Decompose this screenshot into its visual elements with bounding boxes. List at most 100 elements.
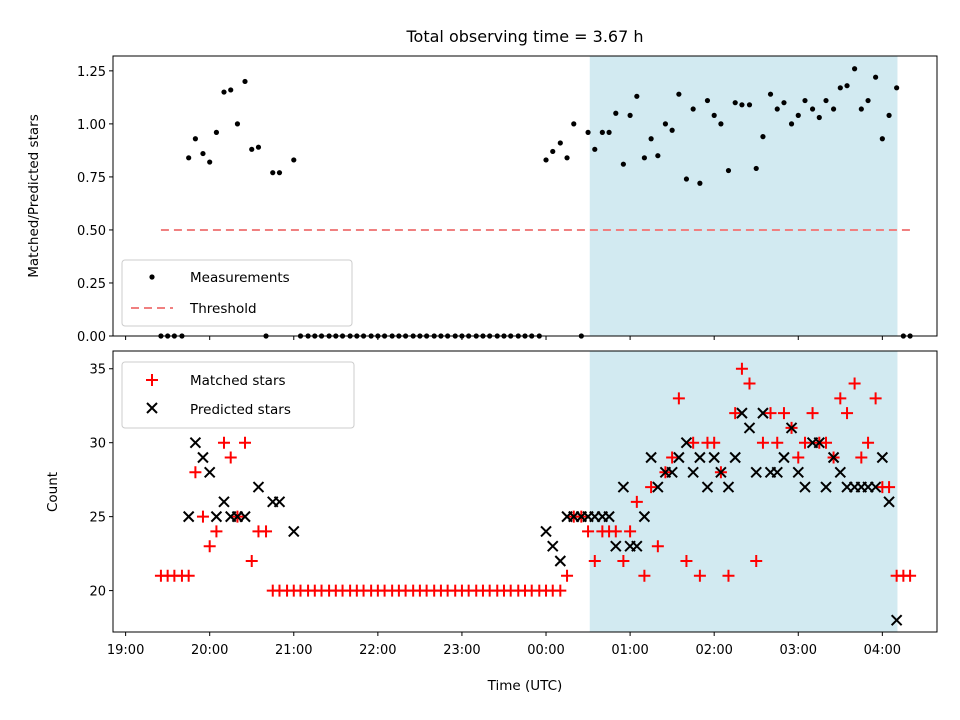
y-tick-label: 1.25 [77, 65, 106, 80]
matched-point [210, 525, 223, 538]
measurements-legend-label: Measurements [190, 270, 290, 286]
measurement-point [207, 159, 213, 165]
matched-point [735, 362, 748, 375]
measurement-point [802, 97, 808, 104]
predicted-point [722, 481, 735, 493]
matched-point [624, 525, 637, 538]
ratio-x-ticks [125, 336, 883, 340]
measurement-point [255, 144, 262, 150]
predicted-point [645, 451, 657, 464]
predicted-point [708, 451, 720, 464]
chart-title: Total observing time = 3.67 h [405, 27, 643, 46]
count-y-axis-label: Count [45, 472, 61, 512]
matched-point [862, 436, 875, 449]
matched-point [203, 540, 216, 553]
matched-point [588, 555, 601, 568]
matched-point [561, 569, 574, 582]
ratio-plot-frame [112, 55, 938, 337]
measurement-point [844, 83, 850, 89]
measurement-point [865, 97, 871, 104]
x-tick-label: 01:00 [611, 643, 648, 658]
measurement-point [739, 102, 745, 108]
predicted-point [869, 481, 882, 493]
predicted-point [834, 466, 847, 478]
measurement-point [291, 157, 297, 163]
matched-point [638, 569, 651, 582]
y-tick-label: 35 [89, 363, 106, 378]
matched-point [182, 569, 195, 582]
y-tick-label: 0.25 [77, 277, 106, 292]
threshold-legend-label: Threshold [189, 301, 257, 317]
matched-point [666, 451, 679, 464]
count-marks [154, 362, 917, 626]
measurement-point [213, 129, 220, 135]
predicted-point [680, 436, 693, 449]
measurement-point [767, 91, 774, 97]
measurement-point [571, 121, 577, 127]
x-tick-label: 20:00 [191, 643, 228, 658]
x-tick-label: 04:00 [864, 643, 901, 658]
predicted-point [666, 466, 678, 478]
predicted-point [652, 481, 664, 493]
matched-point [729, 407, 742, 420]
measurement-point [816, 114, 822, 121]
predicted-point [239, 510, 251, 523]
y-tick-label: 30 [89, 437, 106, 452]
y-tick-label: 0.00 [77, 330, 106, 345]
measurement-point [894, 85, 900, 91]
measurement-point [543, 157, 549, 163]
measurement-point [781, 100, 787, 106]
measurement-point [641, 155, 647, 161]
matched-point [904, 569, 917, 582]
ratio-y-ticks: 0.00 0.25 0.50 0.75 1.00 1.25 [77, 65, 113, 345]
measurement-point [704, 97, 711, 104]
count-x-ticks: 19:00 20:00 21:00 22:00 23:00 00:00 01:00 02:00… [107, 632, 901, 658]
measurement-point [852, 66, 858, 72]
x-tick-label: 23:00 [443, 643, 480, 658]
measurement-point [564, 155, 570, 161]
matched-point [617, 555, 630, 568]
predicted-point [603, 510, 615, 523]
ratio-panel: 0.00 0.25 0.50 0.75 1.00 1.25 Matched/Predict… [26, 55, 938, 345]
matched-point [792, 451, 805, 464]
matched-point [554, 584, 567, 597]
measurement-point [823, 97, 829, 104]
measurement-point [858, 106, 864, 112]
predicted-point [820, 481, 832, 493]
matched-point [750, 555, 763, 568]
matched-point [693, 569, 706, 582]
matched-legend-marker [146, 374, 158, 386]
predicted-point [610, 540, 622, 552]
measurement-point [718, 121, 724, 127]
predicted-point [673, 451, 685, 464]
count-plot-frame [112, 350, 938, 633]
measurement-point [753, 165, 759, 172]
predicted-point [547, 540, 559, 552]
measurement-point [879, 136, 885, 142]
predicted-point [631, 540, 643, 552]
matched-point [708, 436, 721, 449]
matched-point [217, 436, 230, 449]
y-tick-label: 25 [89, 511, 106, 526]
predicted-point [617, 481, 630, 493]
predicted-point [729, 451, 741, 464]
predicted-point [827, 451, 840, 464]
measurement-point [648, 136, 654, 142]
matched-point [841, 407, 854, 420]
measurement-point [788, 121, 795, 127]
y-tick-label: 1.00 [77, 118, 106, 133]
matched-point [196, 510, 209, 523]
measurement-point [886, 112, 892, 118]
matched-point [224, 451, 237, 464]
x-tick-label: 21:00 [275, 643, 312, 658]
measurement-point [809, 106, 816, 112]
x-tick-label: 00:00 [527, 643, 564, 658]
predicted-point [771, 466, 783, 478]
measurement-point [276, 170, 283, 176]
predicted-point [876, 451, 889, 464]
matched-point [687, 436, 700, 449]
predicted-point [715, 466, 727, 478]
predicted-point [785, 422, 798, 434]
measurement-point [795, 112, 801, 118]
measurement-point [186, 155, 192, 161]
